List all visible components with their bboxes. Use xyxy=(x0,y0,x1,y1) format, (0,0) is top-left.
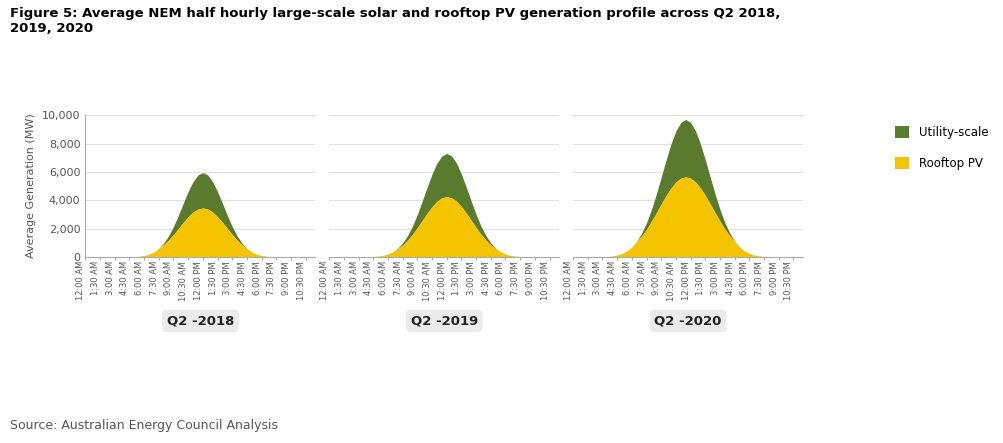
Text: Q2 -2018: Q2 -2018 xyxy=(166,315,234,327)
Text: Q2 -2019: Q2 -2019 xyxy=(410,315,477,327)
Text: Figure 5: Average NEM half hourly large-scale solar and rooftop PV generation pr: Figure 5: Average NEM half hourly large-… xyxy=(10,7,779,35)
Y-axis label: Average Generation (MW): Average Generation (MW) xyxy=(26,114,36,258)
Legend: Utility-scale, Rooftop PV: Utility-scale, Rooftop PV xyxy=(890,121,992,174)
Text: Q2 -2020: Q2 -2020 xyxy=(654,315,721,327)
Text: Source: Australian Energy Council Analysis: Source: Australian Energy Council Analys… xyxy=(10,419,278,432)
